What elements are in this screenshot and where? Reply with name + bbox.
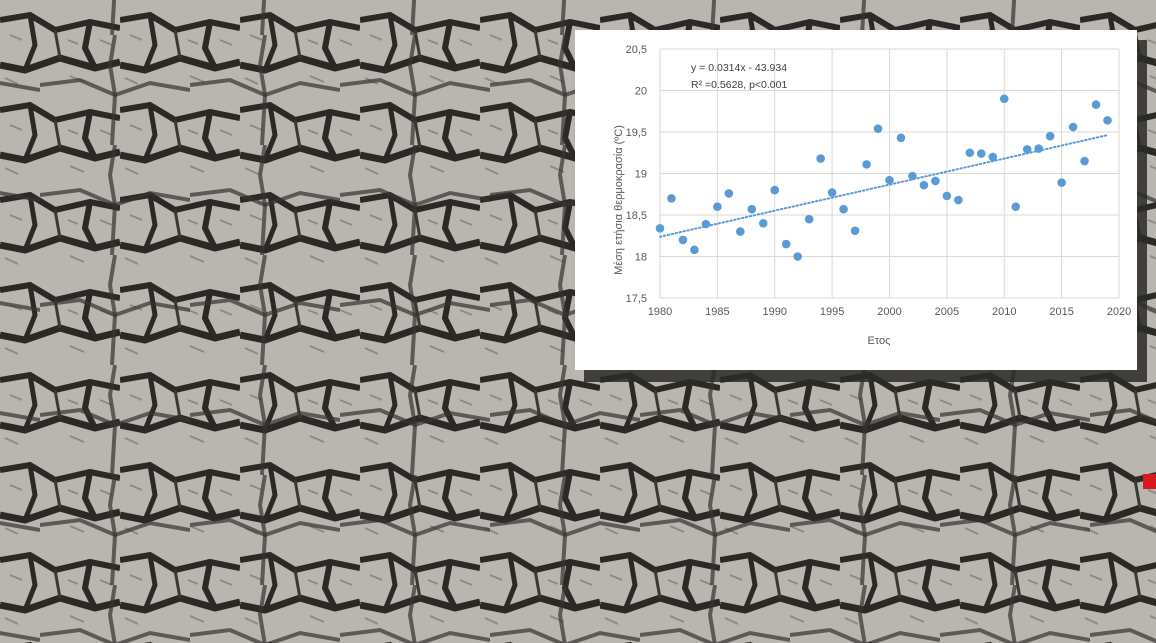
data-point: [770, 185, 780, 195]
data-point: [758, 219, 768, 228]
x-tick-label: 1985: [705, 306, 729, 318]
data-points: [655, 94, 1112, 261]
data-point: [1068, 122, 1078, 132]
data-point: [862, 160, 871, 169]
trend-equation: y = 0.0314x - 43.934: [691, 62, 787, 74]
data-point: [724, 189, 734, 198]
y-axis-title: Μέση ετήσια θερμοκρασία (ºC): [613, 125, 625, 275]
data-point: [908, 171, 917, 181]
chart-grid: [659, 48, 1120, 299]
data-point: [655, 223, 665, 233]
data-point: [999, 94, 1009, 104]
data-point: [701, 219, 711, 229]
data-point: [827, 188, 837, 197]
data-point: [736, 227, 745, 236]
data-point: [781, 239, 791, 249]
data-point: [919, 180, 929, 190]
data-point: [678, 235, 688, 245]
x-tick-label: 1990: [763, 306, 787, 318]
tick-labels: 1980 1985 1990 1995 2000 2005 2010 2015 2020 17,5…: [626, 44, 1132, 318]
trendline-path: [659, 134, 1109, 238]
data-point: [977, 149, 986, 158]
x-tick-label: 1980: [648, 306, 672, 318]
data-point: [747, 204, 757, 214]
data-point: [1045, 131, 1055, 141]
y-tick-label: 19: [635, 169, 647, 181]
trendline: [659, 134, 1109, 238]
chart-panel: 1980 1985 1990 1995 2000 2005 2010 2015 2020 17,5…: [575, 30, 1137, 370]
x-tick-label: 2010: [992, 306, 1016, 318]
data-point: [839, 204, 848, 214]
data-point: [793, 252, 802, 261]
x-tick-label: 2015: [1049, 306, 1073, 318]
data-point: [965, 148, 975, 158]
data-point: [713, 202, 722, 211]
x-tick-label: 2005: [935, 306, 959, 318]
y-tick-label: 20: [635, 86, 647, 98]
data-point: [1103, 116, 1112, 125]
data-point: [942, 191, 952, 201]
y-tick-label: 18,5: [626, 210, 647, 222]
data-point: [988, 152, 998, 162]
data-point: [873, 124, 883, 133]
data-point: [896, 133, 906, 143]
data-point: [954, 195, 963, 205]
data-point: [667, 194, 676, 203]
data-point: [1011, 202, 1021, 211]
data-point: [1034, 144, 1043, 153]
data-point: [850, 226, 860, 236]
y-tick-label: 20,5: [626, 44, 647, 56]
data-point: [1080, 156, 1089, 166]
scatter-chart: 1980 1985 1990 1995 2000 2005 2010 2015 2020 17,5…: [613, 44, 1132, 347]
x-tick-label: 2020: [1107, 306, 1131, 318]
data-point: [1022, 145, 1032, 154]
red-corner-marker: [1143, 474, 1156, 489]
y-tick-label: 17,5: [626, 293, 647, 305]
data-point: [804, 214, 814, 224]
data-point: [1057, 178, 1066, 187]
y-tick-label: 19,5: [626, 127, 647, 139]
data-point: [816, 154, 825, 163]
y-tick-label: 18: [635, 252, 647, 264]
data-point: [885, 175, 894, 185]
x-tick-label: 1995: [820, 306, 844, 318]
data-point: [1091, 100, 1101, 109]
x-tick-label: 2000: [877, 306, 901, 318]
data-point: [690, 245, 699, 255]
data-point: [931, 176, 940, 186]
x-axis-title: Ετος: [868, 335, 891, 347]
trend-statistics: R² =0.5628, p<0.001: [691, 79, 787, 91]
